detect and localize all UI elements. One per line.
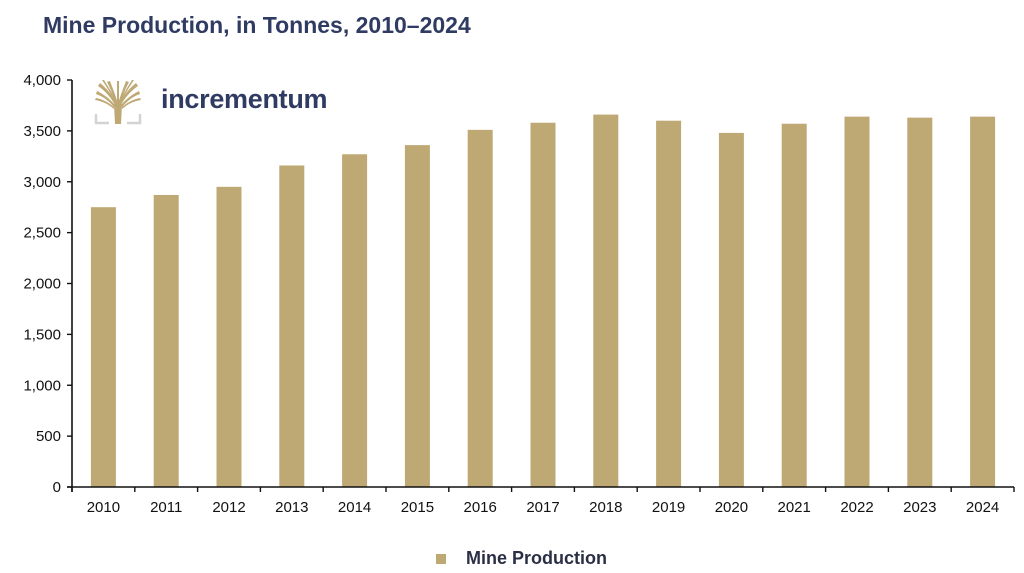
axes-layer: 0 500 1,000 1,500 2,000 2,500 3,000 3,500 4,000 2… (23, 72, 1015, 516)
chart-title: Mine Production, in Tonnes, 2010–2024 (43, 12, 471, 38)
x-tick-label: 2010 (87, 499, 120, 516)
bar-2024 (970, 116, 996, 487)
bar-2014 (342, 154, 368, 487)
x-tick-label: 2017 (526, 499, 559, 516)
logo-wordmark: incrementum (161, 84, 328, 114)
y-tick-label: 4,000 (23, 72, 61, 89)
bar-2018 (593, 114, 619, 487)
y-tick-label: 1,000 (23, 377, 61, 394)
bar-2017 (530, 122, 556, 488)
x-tick-label: 2024 (966, 499, 999, 516)
x-tick-label: 2022 (840, 499, 873, 516)
y-tick-label: 0 (53, 479, 61, 496)
x-tick-label: 2021 (778, 499, 811, 516)
bar-2022 (844, 116, 870, 487)
x-tick-label: 2014 (338, 499, 371, 516)
x-tick-label: 2011 (150, 499, 182, 516)
y-tick-label: 2,000 (23, 276, 61, 293)
tree-icon (94, 80, 142, 125)
x-tick-label: 2015 (401, 499, 434, 516)
x-tick-label: 2016 (464, 499, 497, 516)
x-tick-label: 2013 (275, 499, 308, 516)
y-tick-label: 500 (36, 428, 61, 445)
y-tick-label: 1,500 (23, 326, 61, 343)
bar-2023 (907, 117, 933, 488)
y-tick-label: 3,000 (23, 174, 61, 191)
x-tick-label: 2023 (903, 499, 936, 516)
bars-layer (90, 114, 996, 488)
legend: Mine Production (436, 548, 607, 569)
x-tick-label: 2019 (652, 499, 685, 516)
bar-2015 (404, 145, 430, 487)
bar-2012 (216, 186, 242, 487)
legend-label: Mine Production (466, 548, 607, 568)
legend-swatch (436, 553, 446, 564)
x-tick-label: 2012 (212, 499, 245, 516)
bar-2019 (656, 120, 682, 487)
incrementum-logo: incrementum (94, 80, 328, 125)
bar-2013 (279, 165, 305, 487)
bar-2020 (718, 132, 744, 487)
bar-2010 (90, 207, 116, 487)
bar-2016 (467, 129, 493, 488)
x-tick-label: 2020 (715, 499, 748, 516)
bar-2011 (153, 194, 179, 488)
y-tick-label: 2,500 (23, 225, 61, 242)
y-tick-label: 3,500 (23, 123, 61, 140)
x-tick-label: 2018 (589, 499, 622, 516)
bar-2021 (781, 123, 807, 487)
